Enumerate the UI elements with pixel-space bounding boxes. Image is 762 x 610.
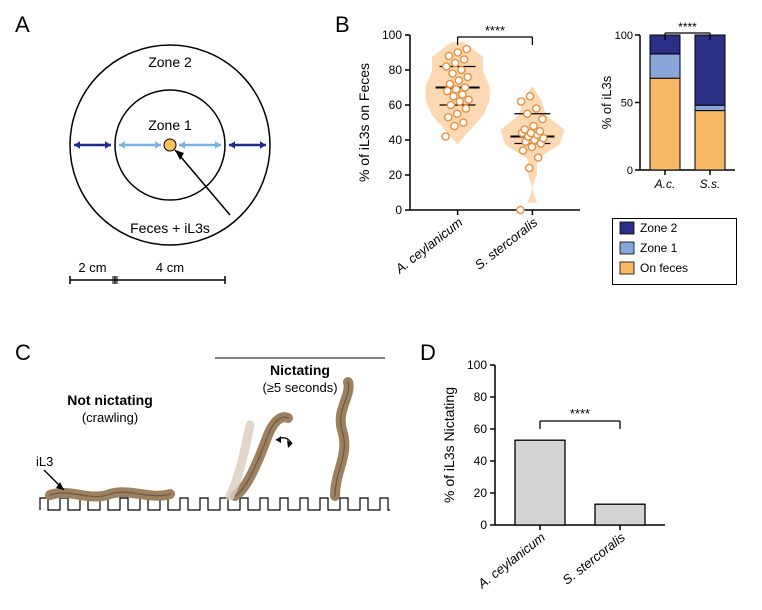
svg-text:Nictating: Nictating [270,362,330,378]
svg-text:40: 40 [474,454,488,468]
svg-text:80: 80 [474,390,488,404]
svg-text:60: 60 [474,422,488,436]
svg-text:Zone 2: Zone 2 [640,221,678,235]
svg-text:% of iL3s: % of iL3s [600,75,614,129]
svg-text:****: **** [570,406,590,421]
svg-text:S. stercoralis: S. stercoralis [559,529,628,587]
svg-text:2 cm: 2 cm [78,260,106,275]
svg-text:100: 100 [382,28,402,42]
svg-text:A. ceylanicum: A. ceylanicum [474,529,548,591]
svg-text:Not nictating: Not nictating [67,392,153,408]
svg-text:20: 20 [474,486,488,500]
panel-b-stacked-svg: 0 50 100 % of iL3s A.c. S.s. **** [600,20,750,210]
svg-text:Feces + iL3s: Feces + iL3s [130,220,210,236]
svg-text:Zone 1: Zone 1 [148,117,192,133]
panel-label-d: D [420,340,436,366]
svg-text:(≥5 seconds): (≥5 seconds) [262,380,337,395]
svg-text:****: **** [485,23,505,38]
svg-text:0: 0 [627,165,633,177]
svg-text:4 cm: 4 cm [156,260,184,275]
panel-d-svg: 0 20 40 60 80 100 % of iL3s Nictating A. ceylan… [440,350,750,610]
svg-text:(crawling): (crawling) [82,410,138,425]
svg-text:100: 100 [467,358,487,372]
svg-text:Zone 2: Zone 2 [148,54,192,70]
panel-c-svg: iL3 Not nictating (crawling) Nictating (≥5 s… [30,350,410,600]
svg-text:80: 80 [389,63,403,77]
svg-text:Zone 1: Zone 1 [640,241,678,255]
svg-text:20: 20 [389,168,403,182]
svg-text:100: 100 [615,30,633,42]
svg-text:50: 50 [621,98,633,110]
svg-text:S. stercoralis: S. stercoralis [472,214,541,272]
panel-label-a: A [15,12,30,38]
svg-text:% of iL3s on Feces: % of iL3s on Feces [356,63,372,182]
panel-b-legend-svg: Zone 2 Zone 1 On feces [612,218,747,288]
svg-text:****: **** [678,20,697,34]
svg-text:S.s.: S.s. [700,177,721,191]
svg-text:40: 40 [389,133,403,147]
panel-a-svg: Zone 2 Zone 1 Feces + iL3s 2 cm 4 cm [30,20,310,320]
svg-text:% of iL3s Nictating: % of iL3s Nictating [441,387,457,503]
svg-text:iL3: iL3 [36,454,53,469]
svg-text:A.c.: A.c. [654,177,676,191]
panel-label-c: C [15,340,31,366]
panel-label-b: B [335,12,350,38]
svg-text:60: 60 [389,98,403,112]
panel-b-scatter-svg: 0 20 40 60 80 100 % of iL3s on Feces A. ceylani… [355,20,605,300]
svg-text:On feces: On feces [640,261,688,275]
svg-text:A. ceylanicum: A. ceylanicum [392,214,466,276]
svg-text:0: 0 [480,518,487,532]
svg-text:0: 0 [395,203,402,217]
